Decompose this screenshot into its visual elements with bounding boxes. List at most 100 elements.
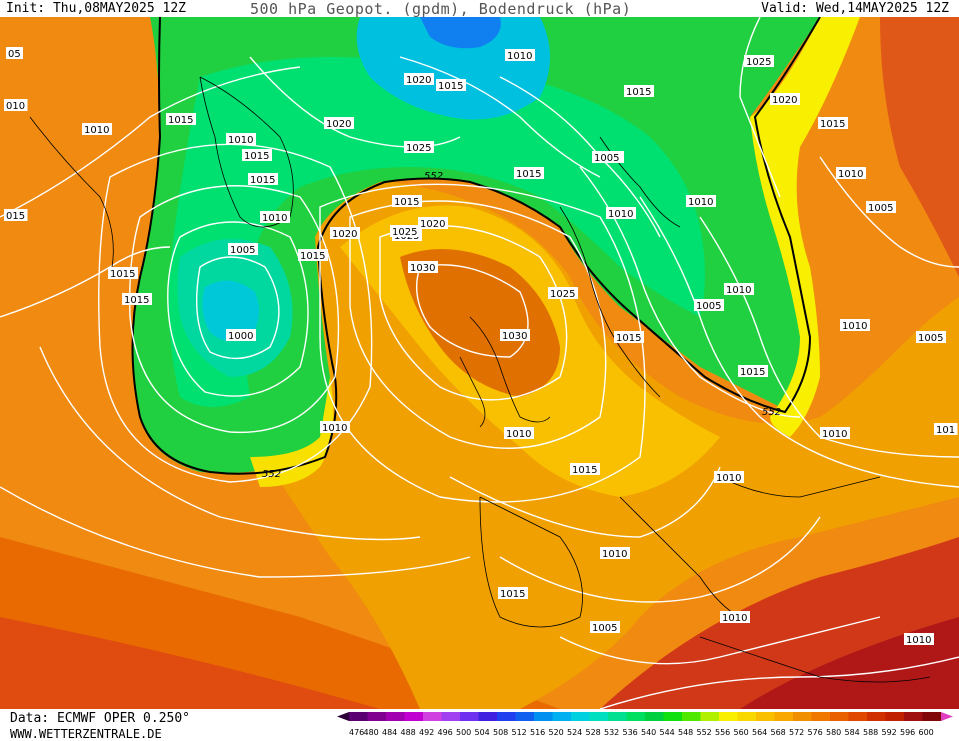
isobar-label: 1020 bbox=[770, 93, 800, 106]
isobar-label: 1005 bbox=[228, 243, 258, 256]
isobar-label-text: 05 bbox=[8, 49, 21, 60]
footer: Data: ECMWF OPER 0.250° WWW.WETTERZENTRA… bbox=[0, 709, 959, 741]
isobar-label-text: 101 bbox=[936, 425, 955, 436]
isobar-label: 1000 bbox=[226, 329, 256, 342]
scale-tick-label: 552 bbox=[697, 728, 712, 737]
isobar-label-text: 1015 bbox=[820, 119, 845, 130]
isobar-label: 1020 bbox=[418, 217, 448, 230]
isobar-label: 05 bbox=[6, 47, 23, 60]
isobar-label-box bbox=[404, 73, 434, 85]
isobar-label-box bbox=[226, 133, 256, 145]
isobar-label-text: 1010 bbox=[838, 169, 863, 180]
isobar-label-text: 1015 bbox=[500, 589, 525, 600]
isobar-label-box bbox=[324, 117, 354, 129]
isobar-label: 1005 bbox=[592, 151, 622, 164]
scale-tick-label: 540 bbox=[641, 728, 656, 737]
isobar-label-box bbox=[436, 79, 466, 91]
isobar-label-text: 1010 bbox=[716, 473, 741, 484]
isobar-label-box bbox=[600, 547, 630, 559]
isobar-label-text: 1015 bbox=[394, 197, 419, 208]
isobar-label-text: 1010 bbox=[608, 209, 633, 220]
scale-tick-label: 488 bbox=[401, 728, 416, 737]
isobar-label-box bbox=[606, 207, 636, 219]
scale-tick-label: 512 bbox=[512, 728, 527, 737]
scale-tick-label: 500 bbox=[456, 728, 471, 737]
isobar-label-text: 1015 bbox=[516, 169, 541, 180]
scale-color-box bbox=[663, 712, 683, 721]
isobar-label: 1010 bbox=[724, 283, 754, 296]
isobar-label: 1015 bbox=[624, 85, 654, 98]
isobar-label-box bbox=[392, 195, 422, 207]
scale-color-box bbox=[793, 712, 812, 721]
isobar-label-box bbox=[724, 283, 754, 295]
isobar-label-text: 1020 bbox=[326, 119, 351, 130]
isobar-label-text: 1010 bbox=[228, 135, 253, 146]
isobar-label: 010 bbox=[4, 99, 28, 112]
isobar-label: 1010 bbox=[714, 471, 744, 484]
isobar-label: 1015 bbox=[392, 195, 422, 208]
isobar-label-box bbox=[840, 319, 870, 331]
isobar-label-box bbox=[330, 227, 360, 239]
isobar-label: 1015 bbox=[122, 293, 152, 306]
isobar-lines bbox=[0, 17, 959, 709]
isobar-label: 1010 bbox=[82, 123, 112, 136]
isobar-label-text: 1020 bbox=[332, 229, 357, 240]
isobar-label-text: 015 bbox=[6, 211, 25, 222]
isobar-label-text: 1015 bbox=[740, 367, 765, 378]
header: Init: Thu,08MAY2025 12Z 500 hPa Geopot. … bbox=[0, 0, 959, 18]
isobar-label-text: 1025 bbox=[550, 289, 575, 300]
isobar-label-text: 1015 bbox=[572, 465, 597, 476]
isobar-label-box bbox=[686, 195, 716, 207]
isobar-label-box bbox=[4, 99, 28, 111]
isobar-label-box bbox=[504, 427, 534, 439]
scale-color-box bbox=[441, 712, 461, 721]
isobar-label-box bbox=[904, 633, 934, 645]
scale-color-box bbox=[571, 712, 590, 721]
isobar-label-box bbox=[226, 329, 256, 341]
isobar-label: 1010 bbox=[720, 611, 750, 624]
isobar-label-box bbox=[548, 287, 578, 299]
isobar-label-box bbox=[320, 421, 350, 433]
isobar-label-box bbox=[505, 49, 535, 61]
isobar-label-text: 1010 bbox=[722, 613, 747, 624]
isobar-label-box bbox=[770, 93, 800, 105]
isobar-label: 1020 bbox=[404, 73, 434, 86]
scale-tick-label: 568 bbox=[771, 728, 786, 737]
isobar-label-box bbox=[108, 267, 138, 279]
color-scale-ticks: 476 480 484 488 492 496 500 504 508 512 516 520 524 5… bbox=[349, 728, 934, 737]
isobar-label: 1005 bbox=[916, 331, 946, 344]
isobar-label-text: 1010 bbox=[507, 51, 532, 62]
isobar-label-text: 1015 bbox=[110, 269, 135, 280]
isobar-label-box bbox=[866, 201, 896, 213]
scale-tick-label: 480 bbox=[364, 728, 379, 737]
isobar-label: 101 bbox=[934, 423, 958, 436]
isobar-label-text: 1015 bbox=[616, 333, 641, 344]
valid-time: Valid: Wed,14MAY2025 12Z bbox=[761, 1, 949, 16]
scale-tick-label: 576 bbox=[808, 728, 823, 737]
scale-tick-label: 584 bbox=[845, 728, 860, 737]
scale-color-box bbox=[756, 712, 775, 721]
isobar-label-text: 1025 bbox=[746, 57, 771, 68]
isobar-label-box bbox=[738, 365, 768, 377]
scale-tick-label: 580 bbox=[826, 728, 841, 737]
isobar-label: 1030 bbox=[500, 329, 530, 342]
scale-tick-label: 516 bbox=[530, 728, 545, 737]
weather-map: 552 552 552 05 010 1010 1015 1010 1015 1015 101… bbox=[0, 17, 959, 709]
isobar-label-text: 010 bbox=[6, 101, 25, 112]
isobar-label-text: 1015 bbox=[244, 151, 269, 162]
isobar-label: 1015 bbox=[818, 117, 848, 130]
scale-tick-label: 476 bbox=[349, 728, 364, 737]
polar-low-cyan bbox=[356, 17, 550, 120]
color-scale-boxes bbox=[337, 712, 953, 721]
isobar-label-text: 1010 bbox=[602, 549, 627, 560]
scale-color-box bbox=[867, 712, 886, 721]
isobar-label-text: 1005 bbox=[592, 623, 617, 634]
isobar-label-text: 1025 bbox=[392, 227, 417, 238]
isobar-label-box bbox=[408, 261, 438, 273]
scale-color-box bbox=[423, 712, 442, 721]
scale-tick-label: 588 bbox=[863, 728, 878, 737]
scale-tick-label: 532 bbox=[604, 728, 619, 737]
ridge-core bbox=[400, 249, 560, 397]
scale-tick-label: 564 bbox=[752, 728, 767, 737]
warm-band-east bbox=[880, 17, 959, 277]
